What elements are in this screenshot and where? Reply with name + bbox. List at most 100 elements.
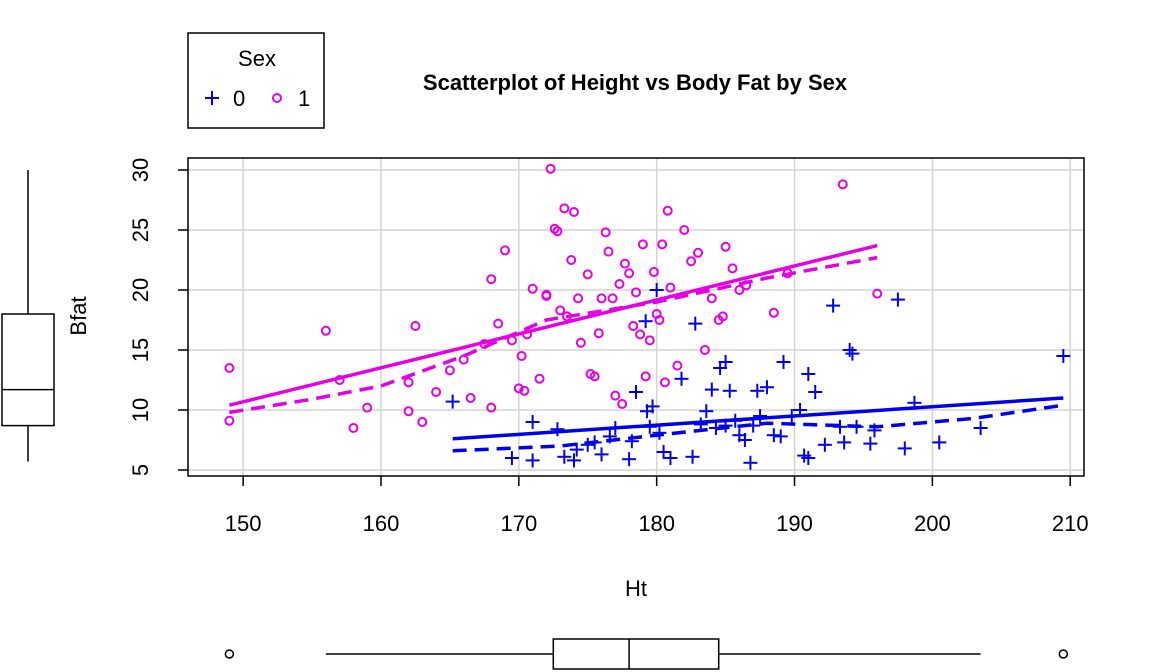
data-point-sex-1 [534, 373, 545, 384]
data-point-sex-1 [596, 293, 607, 304]
data-point-sex-1 [479, 339, 490, 349]
x-tick-label: 210 [1052, 511, 1089, 536]
data-point-sex-1 [614, 279, 625, 289]
data-point-sex-1 [527, 283, 538, 294]
data-point-sex-0 [753, 409, 768, 423]
data-point-sex-1 [600, 227, 611, 238]
data-point-sex-0 [624, 434, 639, 449]
data-point-sex-0 [663, 451, 678, 465]
fit-line-smooth-sex-0 [452, 403, 1064, 453]
data-point-sex-1 [575, 337, 586, 348]
data-point-sex-0 [557, 449, 572, 464]
data-point-sex-1 [431, 387, 442, 397]
data-point-sex-1 [631, 287, 641, 298]
data-point-sex-0 [704, 382, 719, 397]
data-point-sex-0 [622, 452, 637, 467]
data-point-sex-1 [648, 267, 659, 277]
data-point-sex-1 [519, 385, 530, 396]
data-point-sex-0 [750, 383, 765, 398]
data-point-sex-1 [635, 329, 646, 340]
data-point-sex-0 [504, 451, 519, 465]
data-point-sex-1 [589, 371, 600, 382]
legend-label: 1 [298, 86, 310, 111]
data-point-sex-1 [348, 423, 359, 433]
data-point-sex-1 [679, 225, 690, 235]
data-point-sex-0 [849, 419, 864, 434]
data-point-sex-1 [486, 274, 497, 285]
data-point-sex-0 [845, 346, 860, 361]
axis-ticks: 150 160 170 180 190 200 210 5 10 15 20 25 30 [128, 158, 1089, 536]
data-point-sex-0 [525, 415, 540, 429]
data-point-sex-1 [706, 293, 717, 304]
data-point-sex-0 [932, 435, 947, 450]
data-point-sex-0 [718, 418, 733, 433]
legend-label: 0 [233, 86, 245, 111]
data-point-sex-1 [768, 307, 779, 318]
data-point-sex-1 [662, 205, 673, 216]
data-point-sex-0 [867, 423, 882, 438]
data-point-sex-0 [708, 421, 723, 435]
legend-marker-plus [205, 91, 219, 105]
data-point-sex-0 [837, 435, 852, 450]
data-point-sex-1 [782, 268, 793, 279]
data-point-sex-1 [659, 377, 670, 388]
data-point-sex-0 [897, 441, 912, 456]
data-point-sex-1 [665, 282, 676, 293]
data-point-sex-1 [403, 377, 414, 388]
x-axis-title: Ht [625, 576, 647, 601]
y-tick-label: 10 [128, 398, 153, 422]
data-point-sex-0 [890, 292, 905, 307]
legend: Sex 0 1 [187, 32, 325, 129]
data-point-sex-1 [522, 329, 533, 340]
data-point-sex-1 [486, 402, 497, 413]
data-point-sex-0 [645, 399, 660, 414]
data-point-sex-1 [552, 226, 563, 237]
data-point-sex-0 [566, 453, 581, 468]
data-point-sex-1 [444, 365, 455, 376]
data-point-sex-1 [640, 371, 651, 382]
data-point-sex-1 [458, 354, 469, 365]
data-point-sex-1 [628, 321, 639, 331]
x-box-outlier [224, 649, 235, 659]
data-point-sex-0 [826, 298, 841, 313]
data-point-sex-0 [693, 417, 708, 432]
y-marginal-boxplot [1, 170, 55, 462]
data-point-sex-0 [550, 422, 565, 437]
x-tick-label: 170 [500, 511, 537, 536]
x-tick-label: 160 [363, 511, 400, 536]
y-tick-label: 15 [128, 338, 153, 362]
data-point-sex-0 [766, 428, 781, 443]
data-point-sex-1 [686, 256, 697, 267]
data-point-sex-0 [784, 409, 799, 423]
data-point-sex-1 [224, 363, 235, 373]
data-point-sex-1 [555, 305, 566, 316]
data-point-sex-0 [685, 449, 700, 464]
data-point-sex-1 [403, 406, 414, 417]
data-point-sex-0 [808, 385, 823, 399]
regression-lines [228, 243, 1064, 453]
x-box-body [552, 638, 720, 670]
data-point-sex-1 [493, 318, 504, 329]
data-point-sex-1 [513, 383, 524, 394]
data-point-sex-0 [776, 355, 791, 369]
fit-line-solid-sex-0 [452, 396, 1064, 441]
data-point-sex-1 [837, 179, 848, 190]
data-point-sex-0 [674, 371, 689, 386]
data-point-sex-0 [569, 442, 584, 457]
data-point-sex-0 [445, 394, 460, 409]
data-point-sex-0 [699, 404, 714, 419]
data-point-sex-0 [737, 433, 752, 447]
data-point-sex-0 [743, 455, 758, 470]
data-point-sex-0 [863, 436, 878, 451]
y-box-body [1, 313, 55, 427]
data-point-sex-1 [637, 239, 648, 250]
data-point-sex-0 [602, 429, 617, 444]
data-point-sex-1 [717, 311, 728, 322]
data-point-sex-0 [656, 445, 671, 459]
data-point-sex-1 [617, 399, 628, 409]
data-point-sex-0 [652, 425, 667, 440]
data-point-sex-1 [541, 291, 552, 301]
data-point-sex-1 [224, 415, 235, 426]
data-point-sex-1 [417, 417, 428, 427]
data-point-sex-0 [973, 421, 988, 435]
